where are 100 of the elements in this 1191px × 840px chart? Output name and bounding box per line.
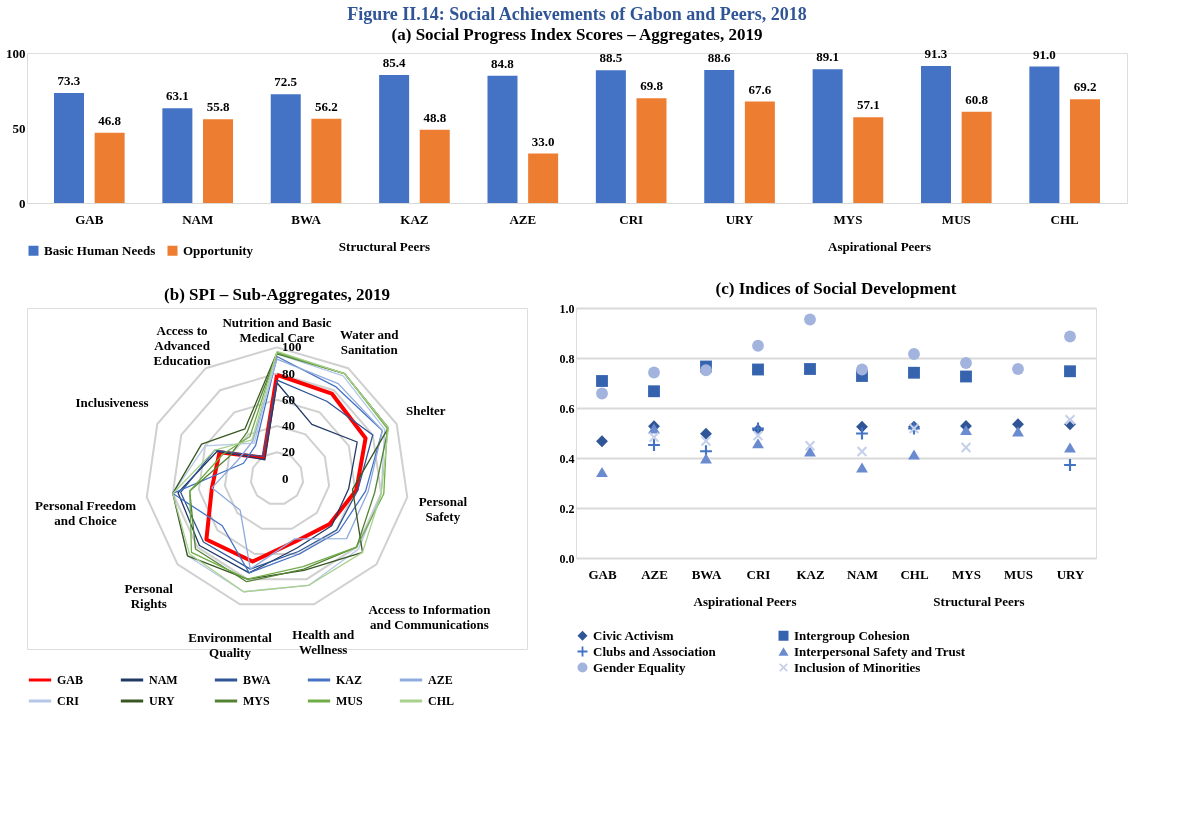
legend-label: Interpersonal Safety and Trust bbox=[794, 643, 966, 659]
bar bbox=[94, 132, 125, 203]
legend-label: Gender Equality bbox=[593, 659, 687, 675]
legend-label: GAB bbox=[57, 673, 84, 687]
legend-label: Opportunity bbox=[183, 242, 254, 258]
point bbox=[1064, 330, 1076, 343]
y-tick-label: 0 bbox=[19, 195, 26, 211]
bar bbox=[744, 101, 775, 203]
x-tick-label: KAZ bbox=[400, 211, 429, 227]
data-label: 72.5 bbox=[274, 74, 298, 90]
text: Structural Peers bbox=[933, 594, 1025, 609]
data-label: 67.6 bbox=[748, 81, 772, 97]
point bbox=[908, 348, 920, 360]
x-tick-label: URY bbox=[725, 211, 755, 227]
x-tick-label: AZE bbox=[641, 566, 668, 582]
point bbox=[960, 370, 972, 383]
x-tick-label: CRI bbox=[746, 566, 771, 582]
point bbox=[752, 363, 764, 376]
x-tick-label: MYS bbox=[952, 566, 981, 582]
spoke-label: Water and Sanitation bbox=[339, 327, 400, 358]
data-label: 56.2 bbox=[315, 98, 338, 114]
data-label: 91.3 bbox=[924, 46, 948, 62]
point bbox=[856, 462, 868, 473]
point bbox=[700, 453, 712, 464]
point bbox=[1012, 426, 1024, 437]
point bbox=[960, 424, 972, 436]
chart-subtitle: (a) Social Progress Index Scores – Aggregates, 2019 bbox=[391, 25, 763, 44]
bar bbox=[1070, 99, 1100, 203]
x-tick-label: BWA bbox=[291, 211, 322, 227]
legend-label: CRI bbox=[57, 694, 80, 708]
data-label: 48.8 bbox=[423, 109, 447, 125]
legend-label: MUS bbox=[336, 694, 363, 708]
chart-title: (c) Indices of Social Development bbox=[715, 279, 957, 298]
data-label: 63.1 bbox=[165, 88, 189, 104]
text: Structural Peers bbox=[338, 239, 431, 254]
legend-label: CHL bbox=[428, 694, 455, 708]
data-label: 85.4 bbox=[382, 54, 406, 70]
legend-label: BWA bbox=[243, 673, 271, 687]
point bbox=[804, 440, 816, 451]
point bbox=[700, 435, 712, 447]
legend-label: Basic Human Needs bbox=[44, 242, 156, 258]
point bbox=[752, 438, 764, 449]
y-tick-label: 20 bbox=[282, 444, 295, 460]
data-label: 89.1 bbox=[816, 49, 839, 65]
point bbox=[596, 387, 608, 400]
data-label: 91.0 bbox=[1032, 46, 1056, 62]
point bbox=[908, 449, 920, 460]
bar bbox=[636, 98, 667, 203]
spoke-label: Inclusiveness bbox=[75, 395, 149, 411]
text: Aspirational Peers bbox=[693, 594, 797, 609]
point bbox=[804, 446, 816, 457]
data-label: 60.8 bbox=[965, 91, 989, 107]
legend-label: KAZ bbox=[336, 673, 363, 687]
y-tick-label: 0.4 bbox=[559, 451, 575, 466]
spoke-label: Health and Wellness bbox=[292, 627, 355, 658]
y-tick-label: 0.8 bbox=[559, 351, 575, 366]
x-tick-label: CRI bbox=[619, 211, 644, 227]
data-label: 73.3 bbox=[57, 73, 81, 89]
bar bbox=[1029, 66, 1060, 203]
data-label: 84.8 bbox=[491, 55, 515, 71]
y-tick-label: 50 bbox=[12, 120, 26, 136]
x-tick-label: URY bbox=[1056, 566, 1085, 582]
x-tick-label: GAB bbox=[75, 211, 104, 227]
y-tick-label: 0.0 bbox=[559, 551, 575, 566]
spoke-label: Shelter bbox=[405, 402, 446, 418]
x-tick-label: MYS bbox=[833, 211, 863, 227]
point bbox=[596, 466, 608, 478]
legend-label: Inclusion of Minorities bbox=[794, 659, 921, 675]
point bbox=[596, 435, 608, 448]
bar bbox=[54, 93, 84, 203]
legend-label: Intergroup Cohesion bbox=[794, 627, 911, 643]
legend-label: AZE bbox=[428, 673, 453, 687]
spoke-label: Access to Information and Communications bbox=[368, 602, 492, 633]
point bbox=[804, 363, 816, 375]
legend-label: NAM bbox=[149, 673, 178, 687]
text: Aspirational Peers bbox=[828, 239, 931, 254]
x-tick-label: GAB bbox=[588, 566, 617, 582]
point bbox=[700, 427, 712, 440]
point bbox=[1064, 442, 1076, 453]
x-tick-label: NAM bbox=[182, 211, 214, 227]
spoke-label: Access to Advanced Education bbox=[153, 323, 212, 369]
x-tick-label: MUS bbox=[941, 211, 971, 227]
point bbox=[856, 363, 868, 376]
legend-label: Civic Activism bbox=[593, 627, 674, 643]
legend-label: URY bbox=[149, 694, 175, 708]
y-tick-label: 100 bbox=[6, 45, 26, 61]
x-tick-label: MUS bbox=[1004, 566, 1033, 582]
data-label: 46.8 bbox=[98, 112, 122, 128]
bar bbox=[812, 69, 843, 203]
bar bbox=[419, 129, 450, 203]
x-tick-label: KAZ bbox=[796, 566, 825, 582]
legend-label: MYS bbox=[243, 694, 270, 708]
y-tick-label: 0 bbox=[282, 470, 289, 486]
point bbox=[856, 427, 868, 440]
data-label: 69.8 bbox=[640, 78, 664, 94]
data-label: 88.6 bbox=[707, 50, 732, 66]
y-tick-label: 0.2 bbox=[559, 501, 575, 516]
data-label: 69.2 bbox=[1073, 79, 1097, 95]
bar bbox=[487, 75, 518, 203]
point bbox=[648, 366, 660, 379]
